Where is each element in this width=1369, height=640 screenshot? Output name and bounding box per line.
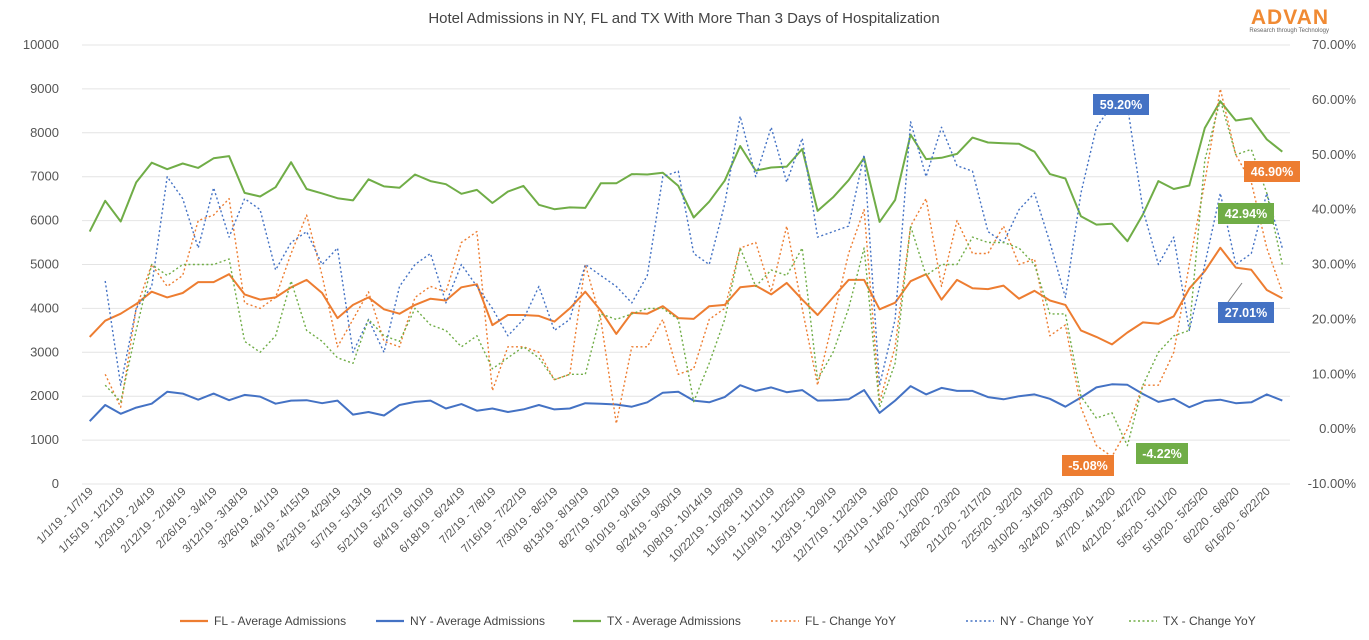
annotation-text: 27.01% bbox=[1225, 306, 1267, 320]
right-tick-label: -10.00% bbox=[1308, 476, 1357, 491]
legend-label: NY - Change YoY bbox=[1000, 614, 1094, 628]
annotation-box bbox=[1136, 443, 1188, 464]
legend-label: FL - Average Admissions bbox=[214, 614, 346, 628]
left-tick-label: 9000 bbox=[30, 81, 59, 96]
logo-tagline: Research through Technology bbox=[1249, 28, 1329, 34]
annotation-text: 42.94% bbox=[1225, 207, 1267, 221]
series-line-tx-change-yoy bbox=[104, 99, 1283, 447]
series-lines bbox=[88, 88, 1283, 458]
right-tick-label: 20.00% bbox=[1312, 311, 1357, 326]
right-tick-label: 50.00% bbox=[1312, 147, 1357, 162]
left-tick-label: 8000 bbox=[30, 125, 59, 140]
annotation-text: -4.22% bbox=[1142, 447, 1182, 461]
legend-item: FL - Change YoY bbox=[771, 614, 896, 628]
annotation-label: -5.08% bbox=[1062, 455, 1114, 476]
right-tick-label: 10.00% bbox=[1312, 366, 1357, 381]
legend-item: NY - Change YoY bbox=[966, 614, 1094, 628]
annotation-text: 46.90% bbox=[1251, 165, 1293, 179]
left-tick-label: 2000 bbox=[30, 388, 59, 403]
right-tick-label: 40.00% bbox=[1312, 202, 1357, 217]
series-line-fl-average-admissions bbox=[88, 246, 1283, 346]
legend-item: TX - Change YoY bbox=[1129, 614, 1256, 628]
annotation-box bbox=[1062, 455, 1114, 476]
legend-item: FL - Average Admissions bbox=[180, 614, 346, 628]
chart-title: Hotel Admissions in NY, FL and TX With M… bbox=[428, 10, 939, 27]
series-line-fl-change-yoy bbox=[104, 88, 1283, 458]
legend-label: TX - Average Admissions bbox=[607, 614, 741, 628]
annotation-box bbox=[1093, 94, 1149, 115]
left-tick-label: 0 bbox=[52, 476, 59, 491]
logo-text: ADVAN bbox=[1251, 6, 1329, 29]
advan-logo: ADVAN Research through Technology bbox=[1249, 6, 1329, 34]
annotation-label: 46.90% bbox=[1244, 161, 1300, 182]
annotation-label: 42.94% bbox=[1218, 203, 1274, 224]
annotation-box bbox=[1244, 161, 1300, 182]
legend-label: NY - Average Admissions bbox=[410, 614, 545, 628]
legend-item: TX - Average Admissions bbox=[573, 614, 741, 628]
left-tick-label: 4000 bbox=[30, 300, 59, 315]
left-tick-label: 7000 bbox=[30, 169, 59, 184]
annotation-text: -5.08% bbox=[1068, 459, 1108, 473]
right-tick-label: 30.00% bbox=[1312, 257, 1357, 272]
series-line-ny-average-admissions bbox=[88, 383, 1283, 422]
legend-label: FL - Change YoY bbox=[805, 614, 896, 628]
right-tick-label: 60.00% bbox=[1312, 92, 1357, 107]
left-tick-label: 1000 bbox=[30, 432, 59, 447]
annotation-box bbox=[1218, 203, 1274, 224]
legend-label: TX - Change YoY bbox=[1163, 614, 1256, 628]
annotation-label: 59.20% bbox=[1093, 94, 1149, 115]
series-line-tx-average-admissions bbox=[88, 100, 1283, 243]
left-tick-label: 3000 bbox=[30, 344, 59, 359]
left-tick-label: 6000 bbox=[30, 213, 59, 228]
gridlines bbox=[82, 44, 1290, 485]
annotation-text: 59.20% bbox=[1100, 98, 1142, 112]
legend-item: NY - Average Admissions bbox=[376, 614, 545, 628]
annotation-box bbox=[1218, 302, 1274, 323]
right-tick-label: 70.00% bbox=[1312, 37, 1357, 52]
right-tick-label: 0.00% bbox=[1319, 421, 1356, 436]
annotation-label: 27.01% bbox=[1218, 282, 1274, 323]
left-axis-ticks: 0 1000 2000 3000 4000 5000 6000 7000 8000 9000 100… bbox=[23, 37, 59, 491]
right-axis-ticks: -10.00% 0.00% 10.00% 20.00% 30.00% 40.00% 50.0… bbox=[1308, 37, 1357, 491]
left-tick-label: 5000 bbox=[30, 257, 59, 272]
x-axis-ticks: 1/1/19 - 1/7/191/15/19 - 1/21/191/29/19 … bbox=[35, 486, 1273, 565]
left-tick-label: 10000 bbox=[23, 37, 59, 52]
annotation-leader bbox=[1227, 282, 1243, 303]
series-line-ny-change-yoy bbox=[104, 104, 1283, 386]
legend: FL - Average Admissions NY - Average Admi… bbox=[180, 614, 1256, 628]
annotations: 59.20% 46.90% 42.94% 27.01% -5.08% -4.22% bbox=[1062, 94, 1300, 476]
annotation-label: -4.22% bbox=[1136, 443, 1188, 464]
